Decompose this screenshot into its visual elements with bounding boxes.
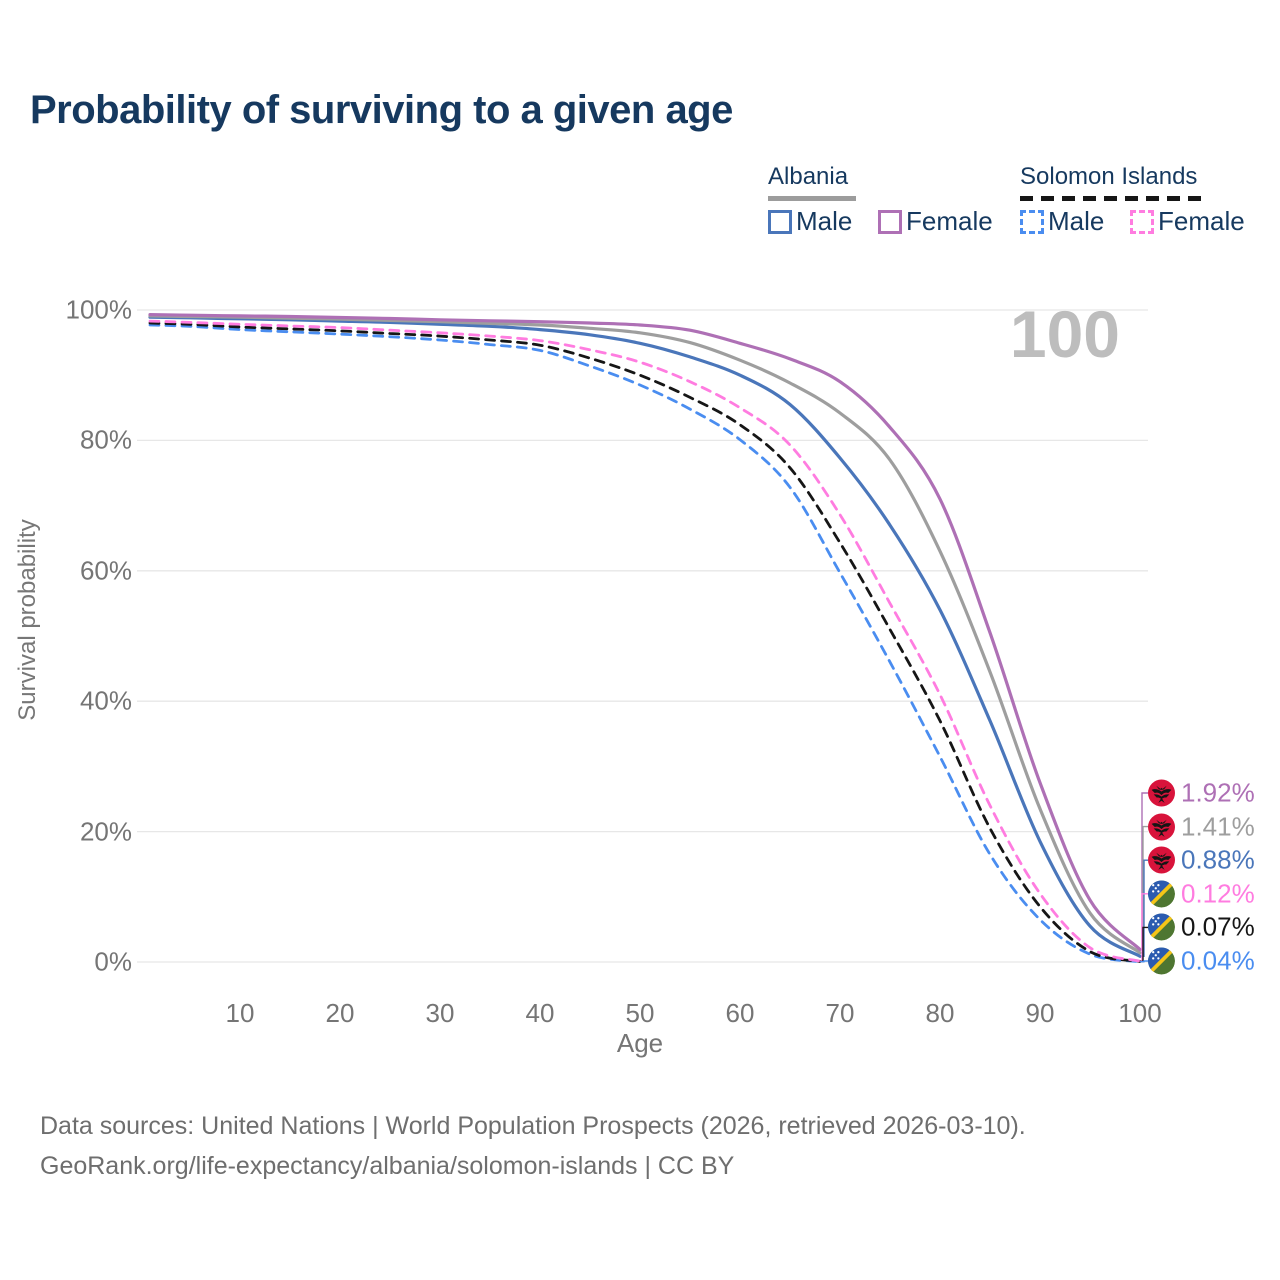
end-label-albania-male[interactable]: 0.88%	[1148, 845, 1255, 876]
legend-underline-solomon-islands	[1020, 196, 1206, 201]
end-label-value: 0.12%	[1181, 878, 1255, 909]
solomon-islands-flag-icon	[1148, 880, 1175, 908]
x-tick-90: 90	[1025, 998, 1055, 1028]
albania-flag-icon	[1148, 779, 1175, 807]
albania-flag-icon	[1148, 813, 1175, 841]
line-albania-male[interactable]	[148, 315, 1142, 958]
solomon-islands-flag-icon	[1148, 913, 1175, 941]
x-tick-100: 100	[1118, 998, 1162, 1028]
legend-item-label: Female	[1158, 206, 1245, 236]
legend-item-albania-male[interactable]: Male	[768, 206, 852, 237]
legend-item-solomon-islands-female[interactable]: Female	[1130, 206, 1245, 237]
end-label-albania-both-sexes[interactable]: 1.41%	[1148, 811, 1255, 842]
x-tick-10: 10	[225, 998, 255, 1028]
line-albania-female[interactable]	[148, 313, 1142, 952]
page-title: Probability of surviving to a given age	[30, 88, 733, 132]
x-tick-60: 60	[725, 998, 755, 1028]
connector-albania-male	[1140, 859, 1148, 957]
connector-albania-female	[1140, 792, 1148, 951]
y-tick-20%: 20%	[79, 816, 132, 847]
x-tick-80: 80	[925, 998, 955, 1028]
legend-item-label: Male	[1048, 206, 1105, 236]
x-tick-30: 30	[425, 998, 455, 1028]
connector-solomon-islands-male	[1140, 960, 1148, 963]
end-label-albania-female[interactable]: 1.92%	[1148, 778, 1255, 809]
y-tick-100%: 100%	[65, 294, 133, 325]
footer-url: GeoRank.org/life-expectancy/albania/solo…	[40, 1152, 735, 1180]
solomon-islands-flag-icon	[1148, 947, 1175, 975]
chart-footer: Data sources: United Nations | World Pop…	[40, 1106, 1026, 1186]
y-tick-0%: 0%	[94, 946, 132, 977]
end-label-value: 0.88%	[1181, 844, 1255, 875]
y-tick-80%: 80%	[79, 424, 132, 455]
x-axis-title: Age	[616, 1028, 664, 1058]
legend-group-solomon-islands[interactable]: Solomon Islands	[1020, 163, 1198, 190]
legend-group-albania[interactable]: Albania	[768, 163, 849, 190]
end-label-value: 0.04%	[1181, 945, 1255, 976]
y-tick-40%: 40%	[79, 685, 132, 716]
legend-swatch-male	[1020, 209, 1044, 234]
y-tick-60%: 60%	[79, 555, 132, 586]
footer-data-sources: Data sources: United Nations | World Pop…	[40, 1112, 1026, 1140]
x-tick-70: 70	[825, 998, 855, 1028]
legend-item-solomon-islands-male[interactable]: Male	[1020, 206, 1104, 237]
end-label-value: 1.41%	[1181, 811, 1255, 842]
legend-item-albania-female[interactable]: Female	[878, 206, 993, 237]
x-tick-50: 50	[625, 998, 655, 1028]
legend-swatch-male	[768, 209, 792, 234]
legend-item-label: Male	[796, 206, 853, 236]
end-label-solomon-islands-male[interactable]: 0.04%	[1148, 946, 1255, 977]
x-tick-40: 40	[525, 998, 555, 1028]
legend-item-label: Female	[906, 206, 993, 236]
line-solomon-islands-male[interactable]	[148, 323, 1142, 964]
legend-underline-albania	[768, 196, 856, 201]
end-label-value: 0.07%	[1181, 911, 1255, 942]
line-solomon-islands-both-sexes[interactable]	[148, 321, 1142, 963]
x-tick-20: 20	[325, 998, 355, 1028]
end-label-value: 1.92%	[1181, 777, 1255, 808]
end-label-solomon-islands-female[interactable]: 0.12%	[1148, 878, 1255, 909]
legend-swatch-female	[878, 209, 902, 234]
legend-swatch-female	[1130, 209, 1154, 234]
albania-flag-icon	[1148, 846, 1175, 874]
end-label-solomon-islands-both-sexes[interactable]: 0.07%	[1148, 912, 1255, 943]
legend: Albania Male Female Solomon Islands Male Fema…	[0, 160, 1280, 250]
watermark-age-100: 100	[1009, 297, 1120, 371]
